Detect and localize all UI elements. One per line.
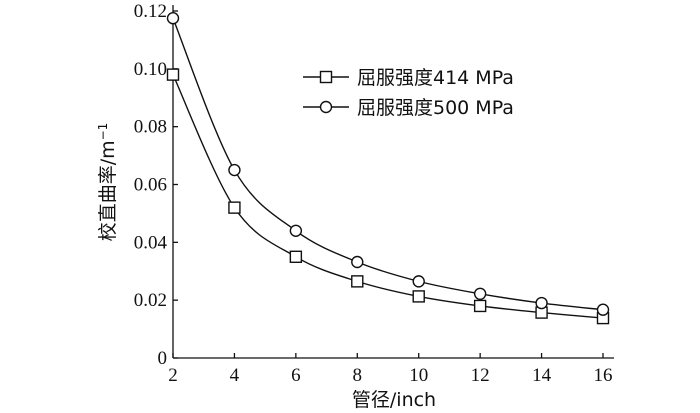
axes bbox=[172, 5, 614, 359]
x-axis-title: 管径/inch bbox=[352, 389, 436, 411]
legend-label-square: 屈服强度414 MPa bbox=[357, 67, 514, 89]
legend-item-square: 屈服强度414 MPa bbox=[303, 67, 514, 89]
y-axis-title: 校直曲率/m−1 bbox=[96, 123, 119, 242]
legend-square-marker bbox=[319, 70, 333, 84]
legend-item-circle: 屈服强度500 MPa bbox=[303, 97, 514, 119]
data-point-square-4 bbox=[228, 201, 241, 214]
data-point-square-12 bbox=[473, 299, 487, 313]
x-tick-label-10: 10 bbox=[409, 365, 428, 386]
x-tick-label-14: 14 bbox=[532, 365, 552, 386]
data-point-circle-10 bbox=[412, 275, 425, 288]
data-point-circle-12 bbox=[473, 287, 487, 301]
y-ticks: 0 0.02 0.04 0.06 0.08 0.10 0.12 bbox=[134, 1, 178, 369]
data-point-circle-2 bbox=[166, 12, 180, 25]
data-point-square-6 bbox=[289, 250, 303, 263]
y-tick-label-0.10: 0.10 bbox=[134, 59, 167, 80]
data-point-circle-6 bbox=[289, 224, 303, 237]
x-tick-label-8: 8 bbox=[353, 365, 363, 386]
data-point-square-10 bbox=[412, 290, 425, 303]
series-circle bbox=[166, 12, 610, 316]
x-tick-label-4: 4 bbox=[230, 365, 240, 386]
legend-label-circle: 屈服强度500 MPa bbox=[357, 97, 514, 119]
data-point-square-2 bbox=[166, 68, 180, 81]
legend: 屈服强度414 MPa 屈服强度500 MPa bbox=[303, 67, 514, 119]
y-tick-label-0.08: 0.08 bbox=[134, 117, 167, 138]
series-line-circle bbox=[172, 17, 604, 311]
plot-area bbox=[166, 12, 610, 325]
data-point-circle-16 bbox=[596, 303, 610, 316]
y-axis-title-main: 校直曲率/m bbox=[97, 140, 119, 241]
y-tick-label-0.12: 0.12 bbox=[134, 1, 167, 22]
y-tick-label-0.02: 0.02 bbox=[134, 290, 167, 311]
x-tick-label-16: 16 bbox=[594, 365, 613, 386]
y-tick-label-0.06: 0.06 bbox=[134, 175, 167, 196]
y-axis-title-unit-exponent: −1 bbox=[96, 123, 110, 141]
data-point-square-8 bbox=[351, 275, 364, 288]
y-tick-label-0.04: 0.04 bbox=[134, 232, 168, 253]
x-tick-label-6: 6 bbox=[291, 365, 301, 386]
x-tick-label-12: 12 bbox=[471, 365, 490, 386]
data-point-circle-8 bbox=[351, 255, 364, 269]
data-point-circle-4 bbox=[228, 163, 241, 177]
x-ticks: 2 4 6 8 10 12 14 16 bbox=[168, 353, 613, 386]
y-tick-label-0: 0 bbox=[158, 348, 168, 369]
x-tick-label-2: 2 bbox=[168, 365, 178, 386]
legend-circle-marker bbox=[319, 100, 333, 114]
data-point-circle-14 bbox=[535, 296, 548, 310]
